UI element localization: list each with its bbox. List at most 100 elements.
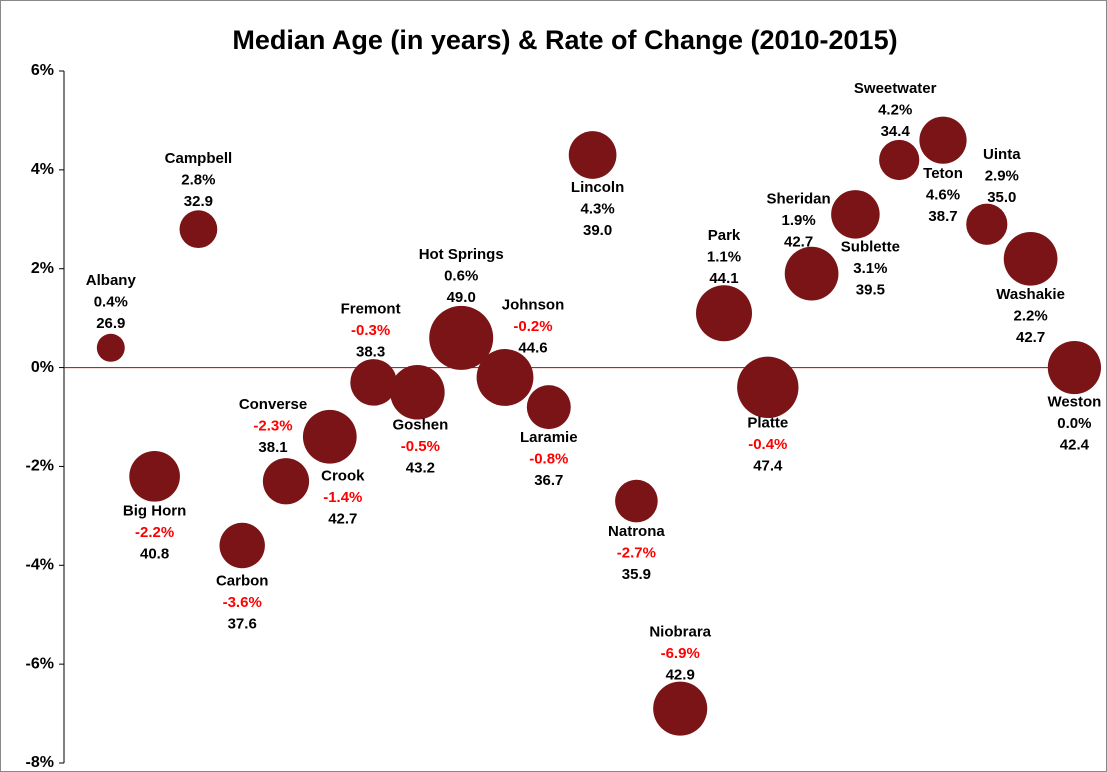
rate-label: -2.7% bbox=[617, 544, 656, 561]
bubble bbox=[429, 305, 494, 370]
bubble-name: Hot Springs bbox=[419, 246, 504, 263]
age-label: 42.7 bbox=[784, 234, 813, 251]
age-label: 42.7 bbox=[1016, 329, 1045, 346]
rate-label: 0.4% bbox=[94, 293, 128, 310]
rate-label: -0.5% bbox=[401, 438, 440, 455]
y-tick-label: -6% bbox=[26, 655, 54, 672]
rate-label: 2.9% bbox=[985, 168, 1019, 185]
bubble bbox=[302, 409, 357, 464]
bubble bbox=[879, 139, 920, 181]
bubble-name: Fremont bbox=[341, 300, 401, 317]
bubble-name: Laramie bbox=[520, 429, 578, 446]
bubble bbox=[350, 359, 397, 406]
rate-label: 4.3% bbox=[580, 200, 614, 217]
age-label: 35.0 bbox=[987, 189, 1016, 206]
rate-label: 4.6% bbox=[926, 187, 960, 204]
age-label: 38.3 bbox=[356, 343, 385, 360]
bubble-name: Platte bbox=[747, 414, 788, 431]
age-label: 34.4 bbox=[881, 123, 911, 140]
rate-label: 0.6% bbox=[444, 267, 478, 284]
bubble bbox=[568, 131, 617, 179]
bubble-name: Converse bbox=[239, 396, 307, 413]
age-label: 49.0 bbox=[447, 289, 476, 306]
age-label: 36.7 bbox=[534, 472, 563, 489]
bubble-name: Natrona bbox=[608, 523, 665, 540]
bubble-name: Sheridan bbox=[767, 191, 831, 208]
rate-label: 4.2% bbox=[878, 101, 912, 118]
rate-label: 1.9% bbox=[781, 212, 815, 229]
rate-label: -0.8% bbox=[529, 451, 568, 468]
bubble bbox=[390, 365, 445, 420]
bubble-name: Goshen bbox=[392, 416, 448, 433]
rate-label: 2.2% bbox=[1013, 307, 1047, 324]
bubble bbox=[129, 451, 180, 502]
rate-label: 2.8% bbox=[181, 172, 215, 189]
y-tick-label: -2% bbox=[26, 458, 54, 475]
bubble-name: Sublette bbox=[841, 238, 900, 255]
bubble bbox=[179, 210, 218, 249]
rate-label: -2.2% bbox=[135, 524, 174, 541]
bubble-name: Johnson bbox=[502, 296, 565, 313]
age-label: 47.4 bbox=[753, 457, 783, 474]
bubble-name: Weston bbox=[1047, 394, 1101, 411]
y-tick-label: -8% bbox=[26, 754, 54, 771]
rate-label: -0.3% bbox=[351, 322, 390, 339]
age-label: 32.9 bbox=[184, 193, 213, 210]
bubble bbox=[831, 190, 880, 239]
bubble-name: Big Horn bbox=[123, 502, 186, 519]
bubble bbox=[784, 246, 839, 301]
bubble bbox=[476, 349, 534, 406]
bubble-name: Teton bbox=[923, 165, 963, 182]
bubble bbox=[262, 458, 310, 505]
bubble bbox=[737, 356, 799, 419]
y-tick-label: 6% bbox=[31, 62, 54, 79]
bubble bbox=[919, 116, 967, 164]
bubble-name: Uinta bbox=[983, 146, 1021, 163]
age-label: 42.4 bbox=[1060, 437, 1090, 454]
age-label: 37.6 bbox=[228, 615, 257, 632]
bubble-name: Carbon bbox=[216, 572, 269, 589]
bubble bbox=[219, 522, 265, 569]
age-label: 42.7 bbox=[328, 511, 357, 528]
bubble bbox=[526, 385, 571, 430]
bubble bbox=[615, 479, 658, 523]
age-label: 35.9 bbox=[622, 566, 651, 583]
bubble-name: Sweetwater bbox=[854, 80, 937, 97]
rate-label: -2.3% bbox=[253, 418, 292, 435]
y-tick-label: 0% bbox=[31, 359, 54, 376]
bubble bbox=[696, 285, 752, 342]
rate-label: 1.1% bbox=[707, 249, 741, 266]
bubble bbox=[96, 333, 125, 362]
rate-label: -0.2% bbox=[513, 318, 552, 335]
age-label: 38.7 bbox=[928, 208, 957, 225]
age-label: 38.1 bbox=[258, 439, 287, 456]
bubble-name: Washakie bbox=[996, 286, 1065, 303]
rate-label: -3.6% bbox=[223, 594, 262, 611]
bubble-name: Albany bbox=[86, 272, 137, 289]
bubble-name: Crook bbox=[321, 468, 365, 485]
rate-label: -6.9% bbox=[661, 645, 700, 662]
bubble-name: Park bbox=[708, 227, 741, 244]
bubble-name: Lincoln bbox=[571, 179, 624, 196]
y-tick-label: 4% bbox=[31, 161, 54, 178]
y-tick-label: 2% bbox=[31, 260, 54, 277]
y-tick-label: -4% bbox=[26, 557, 54, 574]
age-label: 44.6 bbox=[518, 339, 547, 356]
rate-label: 3.1% bbox=[853, 260, 887, 277]
age-label: 40.8 bbox=[140, 545, 169, 562]
age-label: 26.9 bbox=[96, 315, 125, 332]
age-label: 44.1 bbox=[709, 270, 738, 287]
bubble bbox=[1003, 231, 1058, 286]
rate-label: 0.0% bbox=[1057, 415, 1091, 432]
chart-title: Median Age (in years) & Rate of Change (… bbox=[232, 25, 897, 55]
bubble bbox=[1047, 340, 1102, 395]
bubble-name: Campbell bbox=[165, 150, 233, 167]
age-label: 43.2 bbox=[406, 459, 435, 476]
age-label: 39.0 bbox=[583, 222, 612, 239]
age-label: 39.5 bbox=[856, 281, 885, 298]
bubble bbox=[966, 203, 1008, 245]
rate-label: -0.4% bbox=[748, 436, 787, 453]
rate-label: -1.4% bbox=[323, 489, 362, 506]
